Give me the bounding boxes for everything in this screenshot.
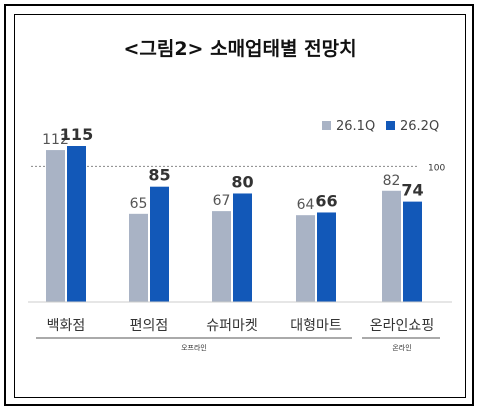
bar-q2-1 xyxy=(150,186,169,302)
category-label-2: 슈퍼마켓 xyxy=(206,318,258,334)
category-label-0: 백화점 xyxy=(47,318,86,334)
value-label-q1-0: 112 xyxy=(42,132,69,148)
group-label-online: 온라인 xyxy=(392,343,411,352)
legend-label-0: 26.1Q xyxy=(336,119,375,134)
bar-q1-0 xyxy=(46,150,65,302)
bar-q1-4 xyxy=(382,190,401,302)
value-label-q2-2: 80 xyxy=(231,172,253,191)
legend: 26.1Q 26.2Q xyxy=(322,119,439,134)
value-label-q2-4: 74 xyxy=(401,181,423,200)
value-label-q2-3: 66 xyxy=(315,191,337,210)
category-label-1: 편의점 xyxy=(130,318,169,334)
bar-q2-4 xyxy=(403,201,422,302)
reference-label: 100 xyxy=(428,163,445,173)
value-label-q2-0: 115 xyxy=(60,125,93,144)
legend-label-1: 26.2Q xyxy=(400,119,439,134)
inner-frame xyxy=(14,14,466,398)
bar-q2-0 xyxy=(67,146,86,302)
bar-q1-3 xyxy=(296,215,315,302)
outer-frame xyxy=(4,4,474,406)
category-label-4: 온라인쇼핑 xyxy=(370,318,434,334)
value-label-q1-3: 64 xyxy=(297,197,315,213)
value-label-q1-2: 67 xyxy=(213,193,231,209)
legend-swatch-0 xyxy=(322,121,331,130)
value-label-q1-1: 65 xyxy=(130,196,148,212)
group-label-offline: 오프라인 xyxy=(181,343,207,352)
value-label-q2-1: 85 xyxy=(148,166,170,185)
bar-q2-3 xyxy=(317,212,336,302)
bar-q2-2 xyxy=(233,193,252,302)
bar-q1-2 xyxy=(212,211,231,302)
value-label-q1-4: 82 xyxy=(383,173,401,189)
category-label-3: 대형마트 xyxy=(290,318,342,334)
legend-swatch-1 xyxy=(386,121,395,130)
chart-title: <그림2> 소매업태별 전망치 xyxy=(123,38,356,60)
bar-q1-1 xyxy=(129,213,148,302)
